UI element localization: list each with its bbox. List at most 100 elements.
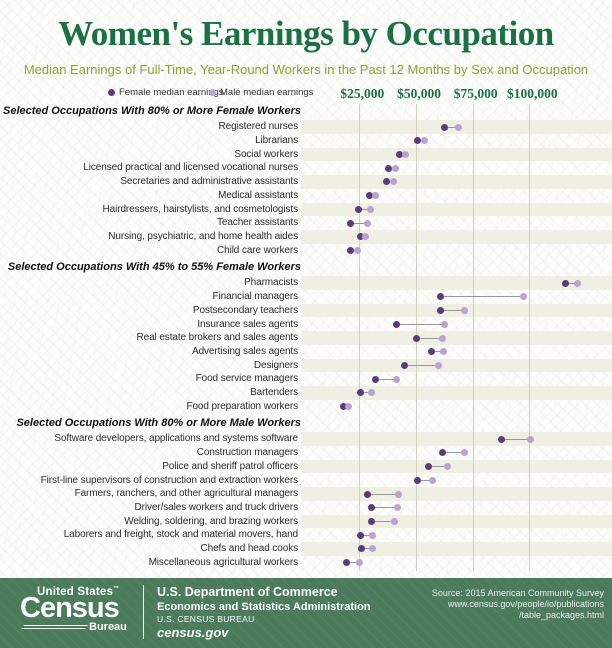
dumbbell-connector — [396, 323, 445, 325]
male-dot-icon — [574, 279, 582, 287]
dumbbell-connector — [360, 534, 373, 536]
occupation-label: Advertising sales agents — [192, 345, 298, 357]
section-header: Selected Occupations With 80% or More Ma… — [16, 416, 301, 429]
dumbbell-connector — [444, 126, 459, 128]
gridline — [472, 104, 474, 571]
section-header: Selected Occupations With 45% to 55% Fem… — [7, 260, 301, 273]
male-dot-icon — [394, 490, 402, 498]
row-band — [301, 358, 612, 373]
legend-item-female: Female median earnings — [108, 87, 224, 98]
occupation-label: Chefs and head cooks — [200, 543, 298, 554]
female-dot-icon — [413, 476, 421, 484]
row-band — [301, 386, 612, 400]
legend-item-male: Male median earnings — [209, 87, 313, 98]
male-dot-icon — [392, 164, 400, 172]
occupation-label: Teacher assistants — [216, 217, 298, 229]
occupation-label: Software developers, applications and sy… — [54, 433, 298, 445]
occupation-label: Construction managers — [196, 447, 298, 459]
female-dot-icon — [365, 192, 373, 200]
female-dot-icon — [401, 361, 409, 369]
dumbbell-connector — [440, 310, 465, 312]
occupation-label: Driver/sales workers and truck drivers — [134, 501, 299, 513]
row-band — [301, 147, 612, 162]
row-band — [301, 542, 612, 556]
occupation-label: Farmers, ranchers, and other agricultura… — [74, 488, 299, 500]
source-line-3: /table_packages.html — [518, 610, 604, 620]
female-dot-icon — [357, 545, 365, 553]
dumbbell-connector — [388, 167, 396, 169]
male-dot-icon — [389, 178, 397, 186]
row-band — [301, 175, 612, 189]
female-dot-icon — [428, 348, 436, 356]
male-dot-icon — [428, 476, 436, 484]
section-header: Selected Occupations With 80% or More Fe… — [2, 104, 301, 117]
row-band — [301, 202, 612, 217]
row-band — [301, 459, 612, 474]
female-dot-icon — [439, 449, 447, 457]
male-dot-icon — [366, 205, 374, 213]
gridline — [529, 104, 531, 571]
female-dot-icon — [364, 490, 372, 498]
occupation-label: Pharmacists — [244, 277, 298, 289]
female-dot-icon — [108, 89, 115, 96]
dumbbell-connector — [361, 548, 373, 550]
male-dot-icon — [520, 293, 528, 301]
male-dot-icon — [364, 219, 372, 227]
female-dot-icon — [355, 205, 363, 213]
dumbbell-connector — [346, 562, 360, 564]
dumbbell-connector — [386, 181, 394, 183]
dumbbell-connector — [417, 140, 425, 142]
occupation-label: Child care workers — [216, 244, 298, 256]
male-dot-icon — [391, 517, 399, 525]
logo-census: Census — [20, 592, 120, 624]
female-dot-icon — [356, 233, 364, 241]
male-dot-icon — [420, 137, 428, 145]
occupation-label: Hairdressers, hairstylists, and cosmetol… — [102, 203, 299, 215]
male-dot-icon — [454, 123, 462, 131]
logo-flourish-lines — [19, 625, 89, 631]
female-dot-icon — [357, 531, 365, 539]
axis-tick-label: $50,000 — [397, 86, 441, 101]
occupation-label: First-line supervisors of construction a… — [40, 474, 298, 486]
female-dot-icon — [437, 307, 445, 315]
row-band — [301, 276, 612, 291]
male-dot-icon — [460, 449, 468, 457]
male-dot-icon — [439, 348, 447, 356]
female-dot-icon — [413, 137, 421, 145]
female-dot-icon — [412, 334, 420, 342]
axis-tick-label: $75,000 — [453, 86, 498, 101]
male-dot-icon — [393, 375, 401, 383]
dumbbell-connector — [442, 452, 465, 454]
female-dot-icon — [385, 164, 393, 172]
dumbbell-connector — [431, 351, 444, 353]
male-dot-icon — [401, 151, 409, 159]
male-dot-icon — [362, 233, 370, 241]
dumbbell-connector — [350, 249, 358, 251]
male-dot-icon — [369, 545, 377, 553]
occupation-label: Nursing, psychiatric, and home health ai… — [108, 230, 298, 242]
male-dot-icon — [393, 504, 401, 512]
row-band — [301, 331, 612, 345]
female-dot-icon — [562, 279, 570, 287]
female-dot-icon — [343, 559, 351, 567]
male-dot-icon — [344, 403, 352, 411]
row-band — [301, 514, 612, 529]
dumbbell-connector — [360, 392, 372, 394]
census-bureau-logo: United States™ Census Bureau — [19, 585, 140, 641]
female-dot-icon — [368, 504, 376, 512]
occupation-label: Financial managers — [212, 291, 299, 303]
source-block: Source: 2015 American Community Survey w… — [432, 588, 604, 621]
census-gov-link[interactable]: census.gov — [157, 625, 229, 640]
male-dot-icon — [444, 463, 452, 471]
male-dot-icon — [353, 246, 361, 254]
male-dot-icon — [440, 320, 448, 328]
dept-commerce-line: U.S. Department of Commerce — [157, 585, 338, 599]
occupation-label: Laborers and freight, stock and material… — [63, 529, 298, 541]
row-band — [301, 432, 612, 447]
occupation-label: Registered nurses — [218, 121, 299, 133]
occupation-label: Police and sheriff patrol officers — [162, 460, 298, 472]
department-block: U.S. Department of Commerce Economics an… — [157, 585, 371, 641]
occupation-label: Secretaries and administrative assistant… — [120, 176, 298, 188]
dumbbell-connector — [428, 466, 448, 468]
